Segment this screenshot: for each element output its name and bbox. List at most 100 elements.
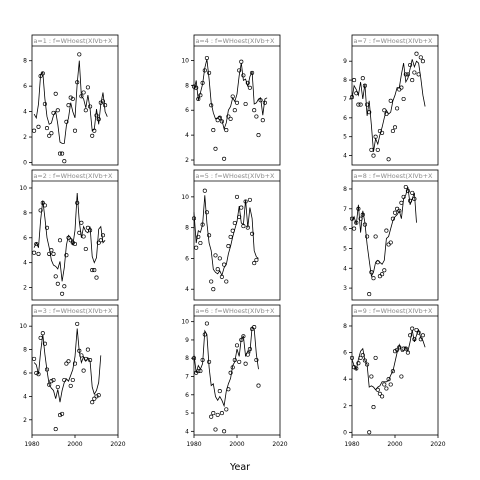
panel: a=5 : f=WHoest(XIVb+X 4 6 8 10 <box>181 169 281 301</box>
data-point <box>42 341 47 346</box>
data-point <box>384 111 389 117</box>
data-point <box>401 194 406 199</box>
data-point <box>32 250 37 255</box>
panel: a=1 : f=WHoest(XIVb+X 0 2 4 6 8 <box>23 34 119 166</box>
data-point <box>55 108 60 113</box>
data-point <box>397 208 402 213</box>
data-point <box>243 361 248 366</box>
panel-frame <box>193 304 281 436</box>
data-point <box>207 233 212 238</box>
data-point <box>40 331 45 336</box>
data-point <box>237 359 242 364</box>
y-tick-label: 10 <box>19 323 27 330</box>
data-point <box>401 346 406 351</box>
data-point <box>57 238 63 243</box>
data-point <box>375 147 380 152</box>
y-tick-label: 6 <box>23 83 27 90</box>
data-point <box>196 368 201 374</box>
panel-strip-label: a=5 : f=WHoest(XIVb+X <box>196 172 275 180</box>
data-point <box>371 153 376 158</box>
panel: a=2 : f=WHoest(XIVb+X 2 4 6 8 10 <box>19 169 119 301</box>
data-point <box>202 188 207 193</box>
data-point <box>373 355 378 360</box>
data-point <box>386 377 391 382</box>
data-point <box>196 96 201 102</box>
data-point <box>352 78 357 83</box>
data-point <box>66 359 71 364</box>
data-point <box>241 334 246 339</box>
data-point <box>224 279 229 284</box>
x-tick-label: 1980 <box>24 441 39 448</box>
data-point <box>204 210 209 215</box>
data-point <box>79 220 84 225</box>
y-tick-label: 6 <box>343 115 347 122</box>
data-point <box>92 128 97 133</box>
y-tick-label: 7 <box>343 96 347 103</box>
y-tick-label: 6 <box>23 235 27 242</box>
y-tick-label: 6 <box>185 255 189 262</box>
y-tick-label: 5 <box>343 134 347 141</box>
panel-frame <box>351 304 439 436</box>
data-point <box>224 407 229 412</box>
data-point <box>42 101 47 107</box>
data-point <box>228 234 233 239</box>
data-point <box>373 234 378 239</box>
data-point <box>66 235 71 240</box>
data-point <box>88 358 93 363</box>
data-point <box>384 228 389 233</box>
data-point <box>90 400 95 405</box>
data-point <box>100 99 106 104</box>
data-point <box>232 357 237 363</box>
data-point <box>96 240 101 245</box>
panel-strip-label: a=2 : f=WHoest(XIVb+X <box>34 172 113 180</box>
data-point <box>373 134 378 139</box>
data-point <box>256 383 261 388</box>
data-point <box>245 80 250 85</box>
y-tick-label: 10 <box>181 57 189 64</box>
panel: a=8 : f=WHoest(XIVb+X 3 4 5 6 7 8 <box>343 169 439 301</box>
data-point <box>207 70 212 75</box>
y-tick-label: 8 <box>23 210 27 217</box>
data-point <box>243 199 248 204</box>
data-point <box>354 366 359 371</box>
data-point <box>211 287 216 292</box>
y-tick-label: 8 <box>185 355 189 362</box>
data-point <box>380 272 385 277</box>
data-point <box>68 238 73 243</box>
data-point <box>51 251 56 256</box>
data-point <box>226 244 231 249</box>
data-point <box>72 361 78 366</box>
data-point <box>68 95 73 100</box>
data-point <box>53 427 58 432</box>
data-point <box>198 93 203 98</box>
data-point <box>349 216 355 221</box>
data-point <box>412 196 417 201</box>
y-tick-label: 6 <box>343 226 347 233</box>
data-point <box>254 257 259 263</box>
data-point <box>72 241 78 247</box>
data-point <box>103 103 108 108</box>
data-point <box>202 68 207 73</box>
data-point <box>375 260 380 265</box>
data-point <box>83 356 88 361</box>
x-tick-label: 2020 <box>272 441 287 448</box>
data-point <box>49 248 54 253</box>
fit-line <box>193 326 259 408</box>
data-point <box>219 274 224 279</box>
panel-strip-label: a=1 : f=WHoest(XIVb+X <box>34 37 113 45</box>
data-point <box>51 110 56 115</box>
data-point <box>209 279 214 284</box>
data-point <box>358 355 363 360</box>
data-point <box>232 220 237 226</box>
y-tick-label: 8 <box>343 77 347 84</box>
data-point <box>36 124 41 129</box>
y-tick-label: 9 <box>343 58 347 65</box>
x-tick-label: 2020 <box>110 441 125 448</box>
data-point <box>57 413 63 418</box>
data-point <box>200 357 205 363</box>
data-point <box>42 203 47 208</box>
data-point <box>354 220 359 225</box>
data-point <box>62 377 67 383</box>
y-tick-label: 7 <box>343 206 347 213</box>
